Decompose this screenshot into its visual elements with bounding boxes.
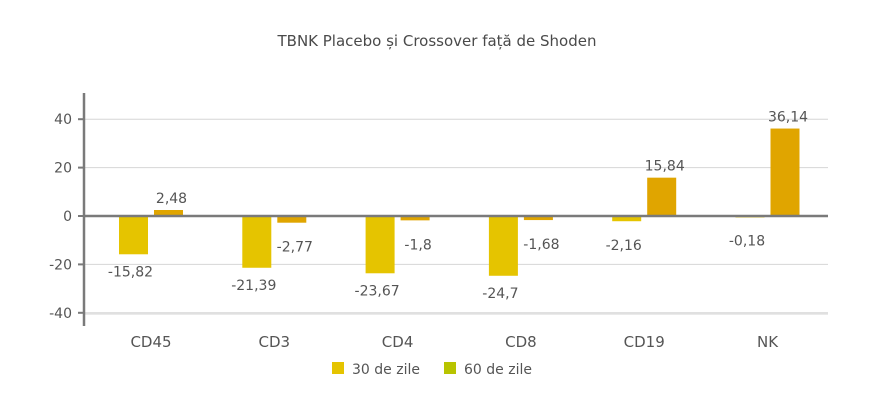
category-label: CD3 bbox=[259, 333, 291, 351]
category-label: CD8 bbox=[505, 333, 537, 351]
bar-60-days bbox=[400, 216, 430, 221]
bar-60-days bbox=[647, 177, 677, 216]
data-label: -21,39 bbox=[231, 278, 276, 294]
bar-60-days bbox=[523, 216, 553, 221]
data-label: 36,14 bbox=[768, 110, 808, 126]
bar-30-days bbox=[242, 216, 272, 268]
bar-30-days bbox=[612, 216, 642, 222]
bar-30-days bbox=[488, 216, 518, 276]
y-tick-label: -20 bbox=[49, 257, 72, 273]
legend: 30 de zile 60 de zile bbox=[332, 362, 532, 378]
bar-60-days bbox=[770, 128, 800, 216]
y-tick-label: -40 bbox=[49, 306, 72, 322]
bars bbox=[119, 128, 800, 276]
y-tick-label: 40 bbox=[54, 112, 72, 128]
data-label: -15,82 bbox=[108, 264, 153, 280]
legend-label: 60 de zile bbox=[464, 362, 532, 378]
category-label: CD19 bbox=[624, 333, 665, 351]
legend-swatch bbox=[444, 362, 456, 374]
data-label: -24,7 bbox=[482, 286, 518, 302]
data-label: -23,67 bbox=[355, 283, 400, 299]
bar-60-days bbox=[277, 216, 307, 223]
y-tick-label: 20 bbox=[54, 161, 72, 177]
y-tick-label: 0 bbox=[63, 209, 72, 225]
data-labels: -15,82 -21,39 -23,67 -24,7 -2,16 -0,18 2,48 -2,… bbox=[108, 110, 808, 302]
data-label: 15,84 bbox=[645, 159, 685, 175]
data-label: -1,8 bbox=[404, 237, 431, 253]
bar-60-days bbox=[154, 209, 183, 216]
gridlines bbox=[84, 118, 828, 315]
data-label: 2,48 bbox=[156, 191, 187, 207]
data-label: -1,68 bbox=[523, 237, 559, 253]
axes: 40 20 0 -20 -40 CD45 CD3 CD4 CD8 CD19 NK bbox=[49, 93, 828, 351]
category-label: CD45 bbox=[130, 333, 171, 351]
legend-swatch bbox=[332, 362, 344, 374]
category-label: CD4 bbox=[382, 333, 414, 351]
category-label: NK bbox=[757, 333, 779, 351]
data-label: -0,18 bbox=[729, 233, 765, 249]
bar-30-days bbox=[365, 216, 395, 274]
legend-label: 30 de zile bbox=[352, 362, 420, 378]
data-label: -2,16 bbox=[606, 238, 642, 254]
chart-title: TBNK Placebo și Crossover față de Shoden bbox=[276, 32, 596, 50]
data-label: -2,77 bbox=[277, 240, 313, 256]
bar-30-days bbox=[119, 216, 148, 255]
